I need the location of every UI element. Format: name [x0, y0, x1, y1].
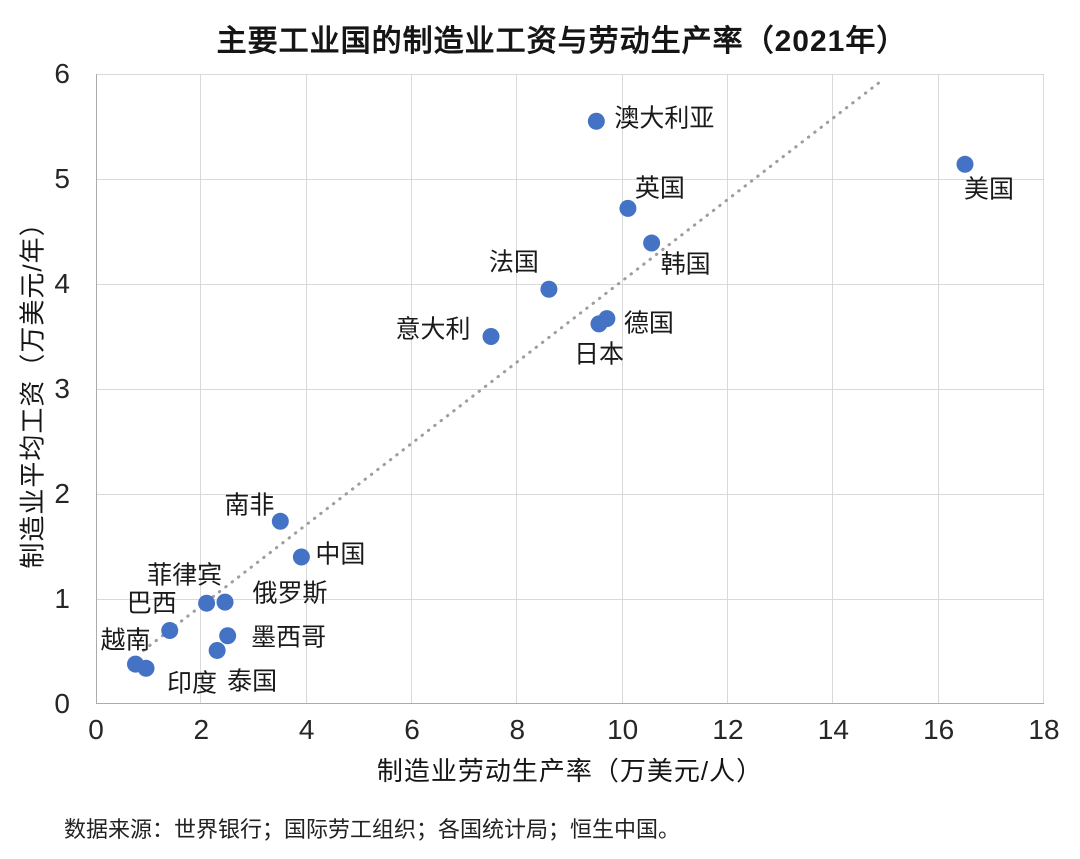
x-tick-label: 8 — [509, 714, 526, 745]
x-tick-label: 6 — [404, 714, 420, 745]
data-point — [540, 280, 558, 298]
country-label: 英国 — [634, 174, 685, 203]
data-point — [587, 112, 605, 130]
country-label: 中国 — [315, 540, 366, 569]
country-label: 德国 — [623, 309, 674, 338]
data-point — [216, 593, 234, 611]
country-label: 日本 — [573, 340, 624, 369]
data-point — [643, 234, 661, 252]
y-tick-label: 3 — [54, 373, 70, 404]
data-point — [292, 548, 310, 566]
x-tick-label: 2 — [193, 714, 210, 745]
x-tick-label: 14 — [817, 714, 849, 745]
x-tick-label: 16 — [923, 714, 955, 745]
country-label: 澳大利亚 — [614, 104, 715, 133]
data-point — [219, 627, 237, 645]
country-label: 泰国 — [227, 667, 278, 696]
country-label: 俄罗斯 — [252, 579, 328, 608]
country-label: 巴西 — [126, 589, 177, 617]
data-point — [956, 155, 974, 173]
y-tick-label: 5 — [54, 163, 70, 194]
country-label: 法国 — [488, 248, 539, 277]
y-tick-label: 4 — [54, 268, 70, 299]
x-axis-title: 制造业劳动生产率（万美元/人） — [376, 756, 764, 786]
scatter-plot-svg — [96, 74, 1044, 704]
data-point — [482, 328, 500, 345]
data-point — [137, 659, 155, 677]
country-label: 墨西哥 — [251, 623, 327, 652]
x-tick-label: 12 — [712, 714, 744, 745]
x-tick-label: 18 — [1028, 714, 1060, 745]
y-tick-label: 1 — [54, 583, 70, 614]
chart-title: 主要工业国的制造业工资与劳动生产率（2021年） — [216, 25, 908, 58]
data-point — [198, 594, 216, 612]
x-tick-label: 10 — [607, 714, 639, 745]
y-tick-label: 6 — [54, 58, 70, 89]
trend-line — [141, 79, 883, 652]
x-tick-label: 0 — [88, 714, 104, 745]
data-point — [271, 512, 289, 530]
country-label: 韩国 — [660, 250, 711, 279]
data-point — [619, 199, 637, 217]
country-label: 菲律宾 — [147, 561, 223, 590]
data-point — [598, 310, 616, 328]
country-label: 意大利 — [395, 315, 471, 343]
plot-area: 越南 印度 巴西 菲律宾泰国 俄罗斯墨西哥 南非中国 意大利 法国日本 德国 澳大利亚英国韩国 美国 — [96, 74, 1044, 704]
country-label: 南非 — [224, 491, 275, 520]
country-label: 越南 — [100, 626, 151, 655]
source-note: 数据来源：世界银行；国际劳工组织；各国统计局；恒生中国。 — [64, 817, 681, 842]
country-label: 美国 — [963, 175, 1015, 204]
country-label: 印度 — [167, 669, 218, 698]
data-point — [208, 641, 226, 659]
data-point — [161, 622, 179, 639]
y-tick-label: 2 — [54, 478, 70, 509]
y-tick-label: 0 — [54, 688, 70, 719]
x-tick-label: 4 — [298, 714, 315, 745]
